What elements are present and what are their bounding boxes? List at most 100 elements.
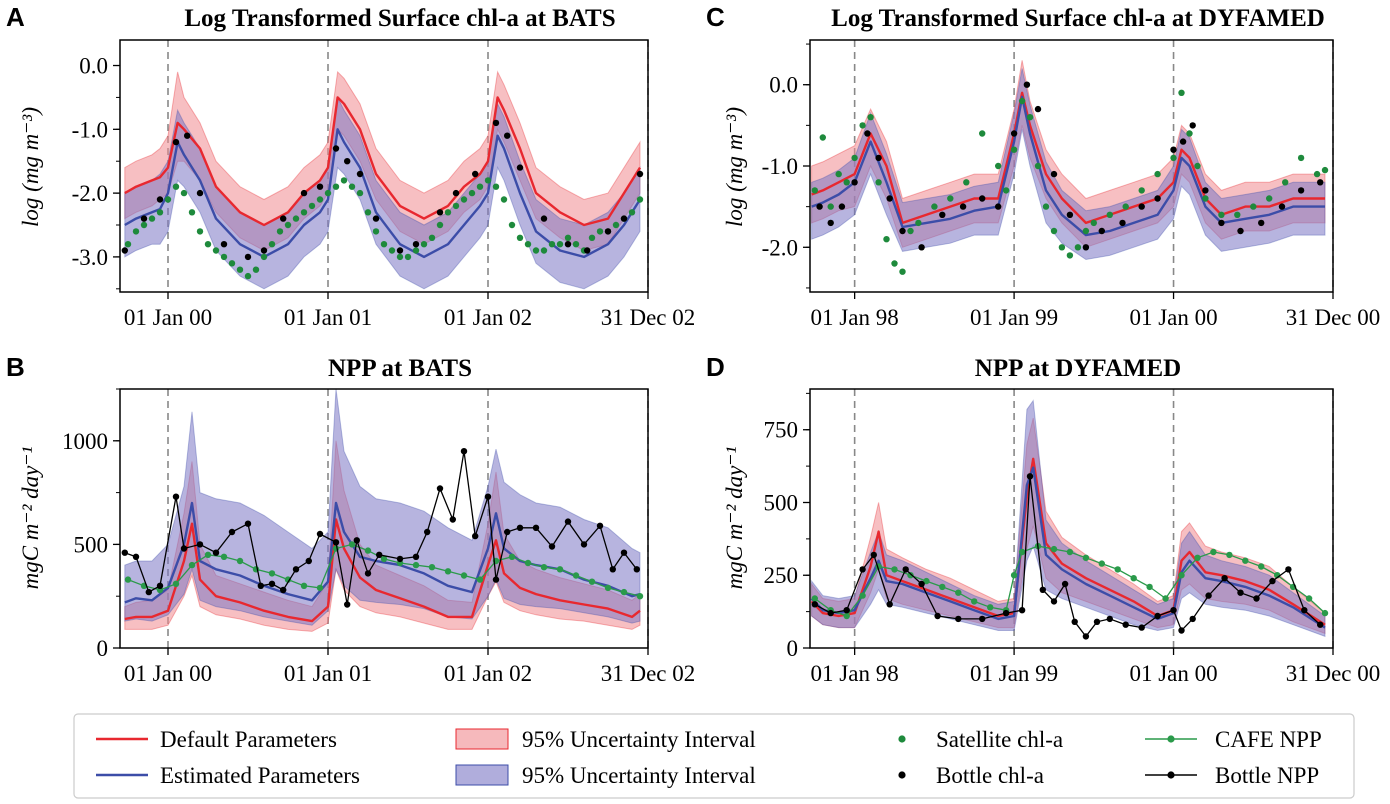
panel-a-xtick-label: 01 Jan 02 <box>444 305 532 330</box>
panel-a-satellite-chl-a-point <box>428 234 436 241</box>
panel-a-satellite-chl-a-point <box>364 209 372 216</box>
panel-c-satellite-chl-a-point <box>867 114 874 121</box>
panel-c-satellite-chl-a-point <box>1282 179 1289 186</box>
panel-d-bottle-npp-point <box>1039 586 1047 593</box>
panel-a-series-group <box>121 70 644 290</box>
panel-b-cafe-npp-point <box>620 588 628 596</box>
panel-c-bottle-chl-a-point <box>864 130 871 137</box>
panel-d-cafe-npp-point <box>907 572 914 579</box>
panel-b-bottle-npp-point <box>532 524 540 531</box>
panel-a: A Log Transformed Surface chl-a at BATS … <box>6 2 695 330</box>
panel-d-estimated-parameters-95-uncertainty-interval-band <box>811 399 1326 638</box>
legend-cafe-marker <box>1167 735 1175 743</box>
panel-a-satellite-chl-a-point <box>140 221 148 229</box>
panel-c-bottle-chl-a-point <box>1179 138 1187 145</box>
panel-c-bottle-chl-a-point <box>875 154 882 162</box>
panel-d-cafe-npp-point <box>1242 557 1249 564</box>
panel-d-ytick-label: 750 <box>764 418 799 443</box>
panel-c-satellite-chl-a-point <box>1122 203 1129 210</box>
panel-a-bottle-chl-a-point <box>516 164 524 171</box>
legend-bottle-chl-marker <box>898 771 906 779</box>
panel-d-cafe-npp-point <box>1082 554 1090 561</box>
panel-a-satellite-chl-a-point <box>284 221 292 229</box>
panel-d-cafe-npp-point <box>1178 572 1185 579</box>
panel-a-satellite-chl-a-point <box>164 196 172 203</box>
panel-b-bottle-npp-point <box>180 545 188 552</box>
panel-a-bottle-chl-a-point <box>244 253 252 261</box>
panel-a-bottle-chl-a-point <box>372 215 380 222</box>
legend-ui-estimated: 95% Uncertainty Interval <box>522 763 756 788</box>
panel-d-bottle-npp-point <box>1050 598 1058 605</box>
panel-d-bottle-npp-point <box>934 612 941 620</box>
panel-a-title: Log Transformed Surface chl-a at BATS <box>184 5 615 32</box>
panel-a-satellite-chl-a-point <box>292 215 300 222</box>
panel-b-cafe-npp-point <box>364 547 372 554</box>
legend-estimated-params: Estimated Parameters <box>160 763 360 788</box>
panel-a-ytick-label: -2.0 <box>72 181 108 206</box>
legend-ui-default: 95% Uncertainty Interval <box>522 727 756 752</box>
panel-a-plot: 0.0 -1.0 -2.0 -3.0 01 Jan 00 01 Jan 01 01 Jan … <box>72 39 695 330</box>
panel-a-satellite-chl-a-point <box>492 183 500 190</box>
panel-c-satellite-chl-a-point <box>1218 211 1225 218</box>
panel-c-satellite-chl-a-point <box>915 219 922 227</box>
panel-b-bottle-npp-point <box>145 588 152 596</box>
panel-b-bottle-npp-point <box>316 530 324 538</box>
panel-a-satellite-chl-a-point <box>588 234 596 241</box>
panel-d-bottle-npp-point <box>811 601 818 608</box>
panel-a-satellite-chl-a-point <box>220 253 228 261</box>
panel-b-bottle-npp-point <box>548 543 556 550</box>
panel-b-bottle-npp-point <box>492 576 500 583</box>
panel-c-satellite-chl-a-point <box>859 122 866 129</box>
panel-b-cafe-npp-point <box>124 576 132 583</box>
panel-c-bottle-chl-a-point <box>1317 179 1324 186</box>
panel-c-satellite-chl-a-point <box>1010 146 1018 153</box>
panel-b-cafe-npp-point <box>204 551 212 558</box>
panel-b-bottle-npp-point <box>596 522 604 529</box>
panel-b-ytick-label: 1000 <box>62 429 108 454</box>
panel-c-bottle-chl-a-point <box>1218 219 1225 227</box>
panel-a-satellite-chl-a-point <box>524 241 532 248</box>
panel-c-satellite-chl-a-point <box>931 203 938 210</box>
panel-a-bottle-chl-a-point <box>584 247 591 254</box>
panel-d-cafe-npp-line <box>814 545 1326 617</box>
panel-c-bottle-chl-a-point <box>918 244 925 251</box>
legend-cafe: CAFE NPP <box>1215 727 1322 752</box>
panel-b-cafe-npp-point <box>188 561 196 569</box>
panel-c-satellite-chl-a-point <box>1186 130 1193 137</box>
panel-d-xtick-label: 01 Jan 99 <box>970 661 1058 686</box>
panel-a-satellite-chl-a-point <box>236 266 244 273</box>
panel-b-bottle-npp-point <box>132 553 140 560</box>
panel-b-cafe-npp-point <box>476 576 484 583</box>
panel-d-bottle-npp-point <box>1018 607 1026 614</box>
panel-d-bottle-npp-point <box>918 580 925 588</box>
legend-bottle-chl: Bottle chl-a <box>936 763 1044 788</box>
panel-c-satellite-chl-a-point <box>875 179 882 186</box>
panel-b-ytick-label: 500 <box>74 532 109 557</box>
panel-d-cafe-npp-point <box>1226 551 1233 559</box>
panel-d-series-group <box>810 399 1329 640</box>
panel-b-bottle-npp-point <box>633 566 640 573</box>
panel-a-satellite-chl-a-point <box>628 209 636 216</box>
panel-d-cafe-npp-point <box>1321 609 1329 617</box>
panel-c-satellite-chl-a-point <box>1178 89 1185 97</box>
panel-c-satellite-chl-a-point <box>1313 170 1321 178</box>
panel-a-satellite-chl-a-point <box>324 189 332 197</box>
panel-a-bottle-chl-a-point <box>412 241 420 248</box>
panel-a-satellite-chl-a-point <box>260 253 268 261</box>
panel-d-bottle-npp-point <box>1178 627 1185 634</box>
panel-a-frame <box>119 39 649 293</box>
panel-c-satellite-chl-a-point <box>1090 219 1098 227</box>
panel-b-bottle-npp-point <box>212 549 220 556</box>
panel-b-cafe-npp-point <box>268 570 276 577</box>
panel-c-xtick-label: 01 Jan 00 <box>1129 305 1217 330</box>
panel-b-bottle-npp-point <box>564 518 572 525</box>
panel-c-bottle-chl-a-point <box>1066 211 1074 218</box>
panel-d-bottle-npp-point <box>1071 618 1078 625</box>
panel-c-satellite-chl-a-point <box>1066 252 1074 259</box>
panel-c-bottle-chl-a-point <box>899 227 906 235</box>
panel-c-satellite-chl-a-point <box>835 170 842 178</box>
panel-b-ytick-label: 0 <box>97 636 109 661</box>
panel-c-bottle-chl-a-point <box>1050 170 1058 178</box>
panel-a-xtick-label: 01 Jan 00 <box>124 305 212 330</box>
panel-d-bottle-npp-point <box>859 566 866 573</box>
